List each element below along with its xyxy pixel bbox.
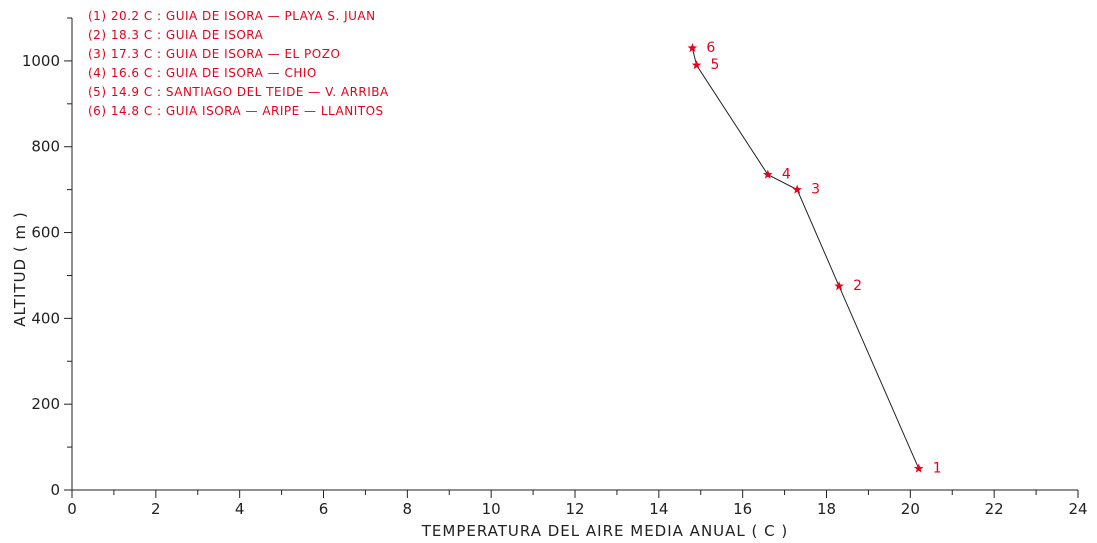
y-tick-label: 0 <box>50 481 60 499</box>
legend-entry: (1) 20.2 C : GUIA DE ISORA — PLAYA S. JU… <box>88 9 376 23</box>
x-tick-label: 6 <box>319 500 329 518</box>
x-tick-label: 2 <box>151 500 161 518</box>
data-point-label: 6 <box>706 40 715 56</box>
x-tick-label: 8 <box>403 500 413 518</box>
x-tick-label: 22 <box>985 500 1004 518</box>
legend-entry: (6) 14.8 C : GUIA ISORA — ARIPE — LLANIT… <box>88 104 384 118</box>
data-point-marker <box>913 463 924 473</box>
series-line <box>691 47 920 469</box>
y-tick-label: 400 <box>31 309 60 327</box>
x-tick-label: 18 <box>817 500 836 518</box>
x-tick-label: 4 <box>235 500 245 518</box>
x-tick-label: 0 <box>67 500 77 518</box>
y-tick-label: 1000 <box>22 52 60 70</box>
x-tick-label: 12 <box>565 500 584 518</box>
y-axis-title: ALTITUD ( m ) <box>11 211 29 326</box>
x-tick-label: 14 <box>649 500 668 518</box>
data-point-label: 1 <box>933 461 942 477</box>
data-point-marker <box>792 184 802 194</box>
x-axis-title: TEMPERATURA DEL AIRE MEDIA ANUAL ( C ) <box>421 522 789 540</box>
series: 1 2 3 4 56 <box>687 40 942 477</box>
legend-entry: (4) 16.6 C : GUIA DE ISORA — CHIO <box>88 66 317 80</box>
data-point-label: 2 <box>853 278 862 294</box>
x-tick-label: 16 <box>733 500 752 518</box>
y-tick-label: 800 <box>31 138 60 156</box>
x-tick-label: 10 <box>482 500 501 518</box>
x-tick-label: 20 <box>901 500 920 518</box>
x-tick-label: 24 <box>1068 500 1087 518</box>
data-point-marker <box>834 281 844 291</box>
legend: (1) 20.2 C : GUIA DE ISORA — PLAYA S. JU… <box>88 9 389 118</box>
legend-entry: (2) 18.3 C : GUIA DE ISORA <box>88 28 264 42</box>
y-tick-label: 200 <box>31 395 60 413</box>
legend-entry: (3) 17.3 C : GUIA DE ISORA — EL POZO <box>88 47 340 61</box>
legend-entry: (5) 14.9 C : SANTIAGO DEL TEIDE — V. ARR… <box>88 85 389 99</box>
data-point-marker <box>691 60 702 70</box>
data-point-label: 3 <box>811 182 820 198</box>
y-tick-label: 600 <box>31 224 60 242</box>
data-point-marker <box>687 43 698 53</box>
data-point-marker <box>763 169 773 179</box>
data-point-label: 5 <box>711 57 720 73</box>
data-point-label: 4 <box>782 167 791 183</box>
